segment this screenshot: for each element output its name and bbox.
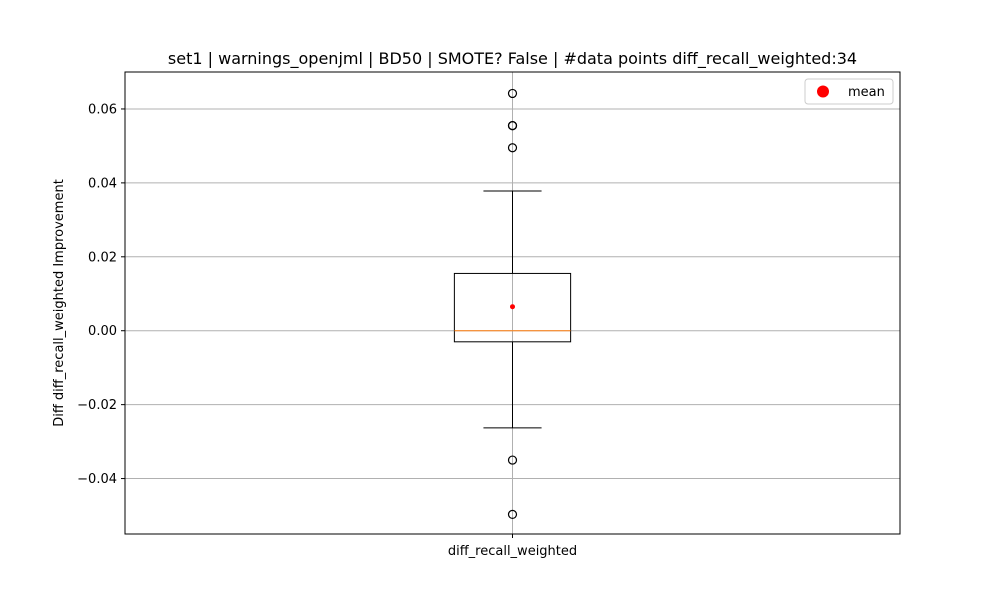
iqr-box: [453, 272, 572, 343]
y-tick-label: −0.02: [77, 398, 117, 413]
y-tick-label: 0.02: [88, 250, 117, 265]
legend: mean: [804, 78, 894, 105]
box-layer: [453, 88, 572, 520]
y-tick-label: −0.04: [77, 472, 117, 487]
y-tick-label: 0.00: [88, 324, 117, 339]
outlier-point: [507, 120, 518, 131]
y-tick-label: 0.06: [88, 102, 117, 117]
outlier-point: [507, 143, 518, 153]
outlier-point: [507, 455, 518, 465]
outlier-point: [507, 509, 518, 520]
mean-marker: [510, 304, 515, 310]
outlier-point: [507, 88, 518, 99]
grid-lines: [125, 72, 900, 534]
plot-area-frame: [124, 71, 901, 535]
y-axis-label: Diff diff_recall_weighted Improvement: [52, 179, 67, 427]
y-axis-ticks: −0.04 −0.02 0.00 0.02 0.04 0.06: [77, 102, 125, 487]
chart-title: set1 | warnings_openjml | BD50 | SMOTE? …: [168, 49, 857, 69]
x-axis-ticks: diff_recall_weighted: [448, 534, 577, 559]
y-tick-label: 0.04: [88, 176, 117, 191]
legend-mean-label: mean: [848, 85, 885, 100]
legend-mean-marker: [817, 85, 829, 98]
legend-frame: [804, 78, 894, 105]
x-tick-label: diff_recall_weighted: [448, 544, 577, 559]
